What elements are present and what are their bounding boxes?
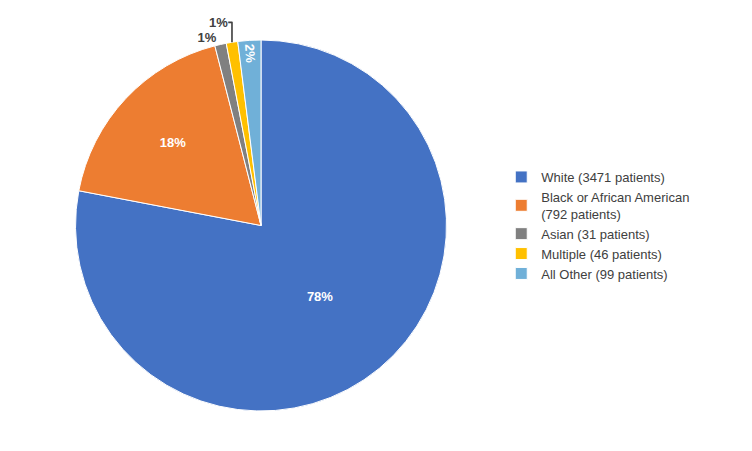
svg-text:Asian (31 patients): Asian (31 patients) — [541, 227, 649, 242]
svg-text:1%: 1% — [209, 15, 228, 30]
svg-text:Multiple (46 patients): Multiple (46 patients) — [541, 247, 662, 262]
svg-text:White (3471 patients): White (3471 patients) — [541, 170, 665, 185]
svg-text:Black or African American(792: Black or African American(792 patients) — [541, 190, 689, 222]
svg-text:1%: 1% — [198, 30, 217, 45]
svg-text:2%: 2% — [242, 43, 258, 63]
svg-text:18%: 18% — [160, 135, 186, 150]
svg-text:All Other (99 patients): All Other (99 patients) — [541, 267, 667, 282]
svg-text:78%: 78% — [307, 289, 333, 304]
